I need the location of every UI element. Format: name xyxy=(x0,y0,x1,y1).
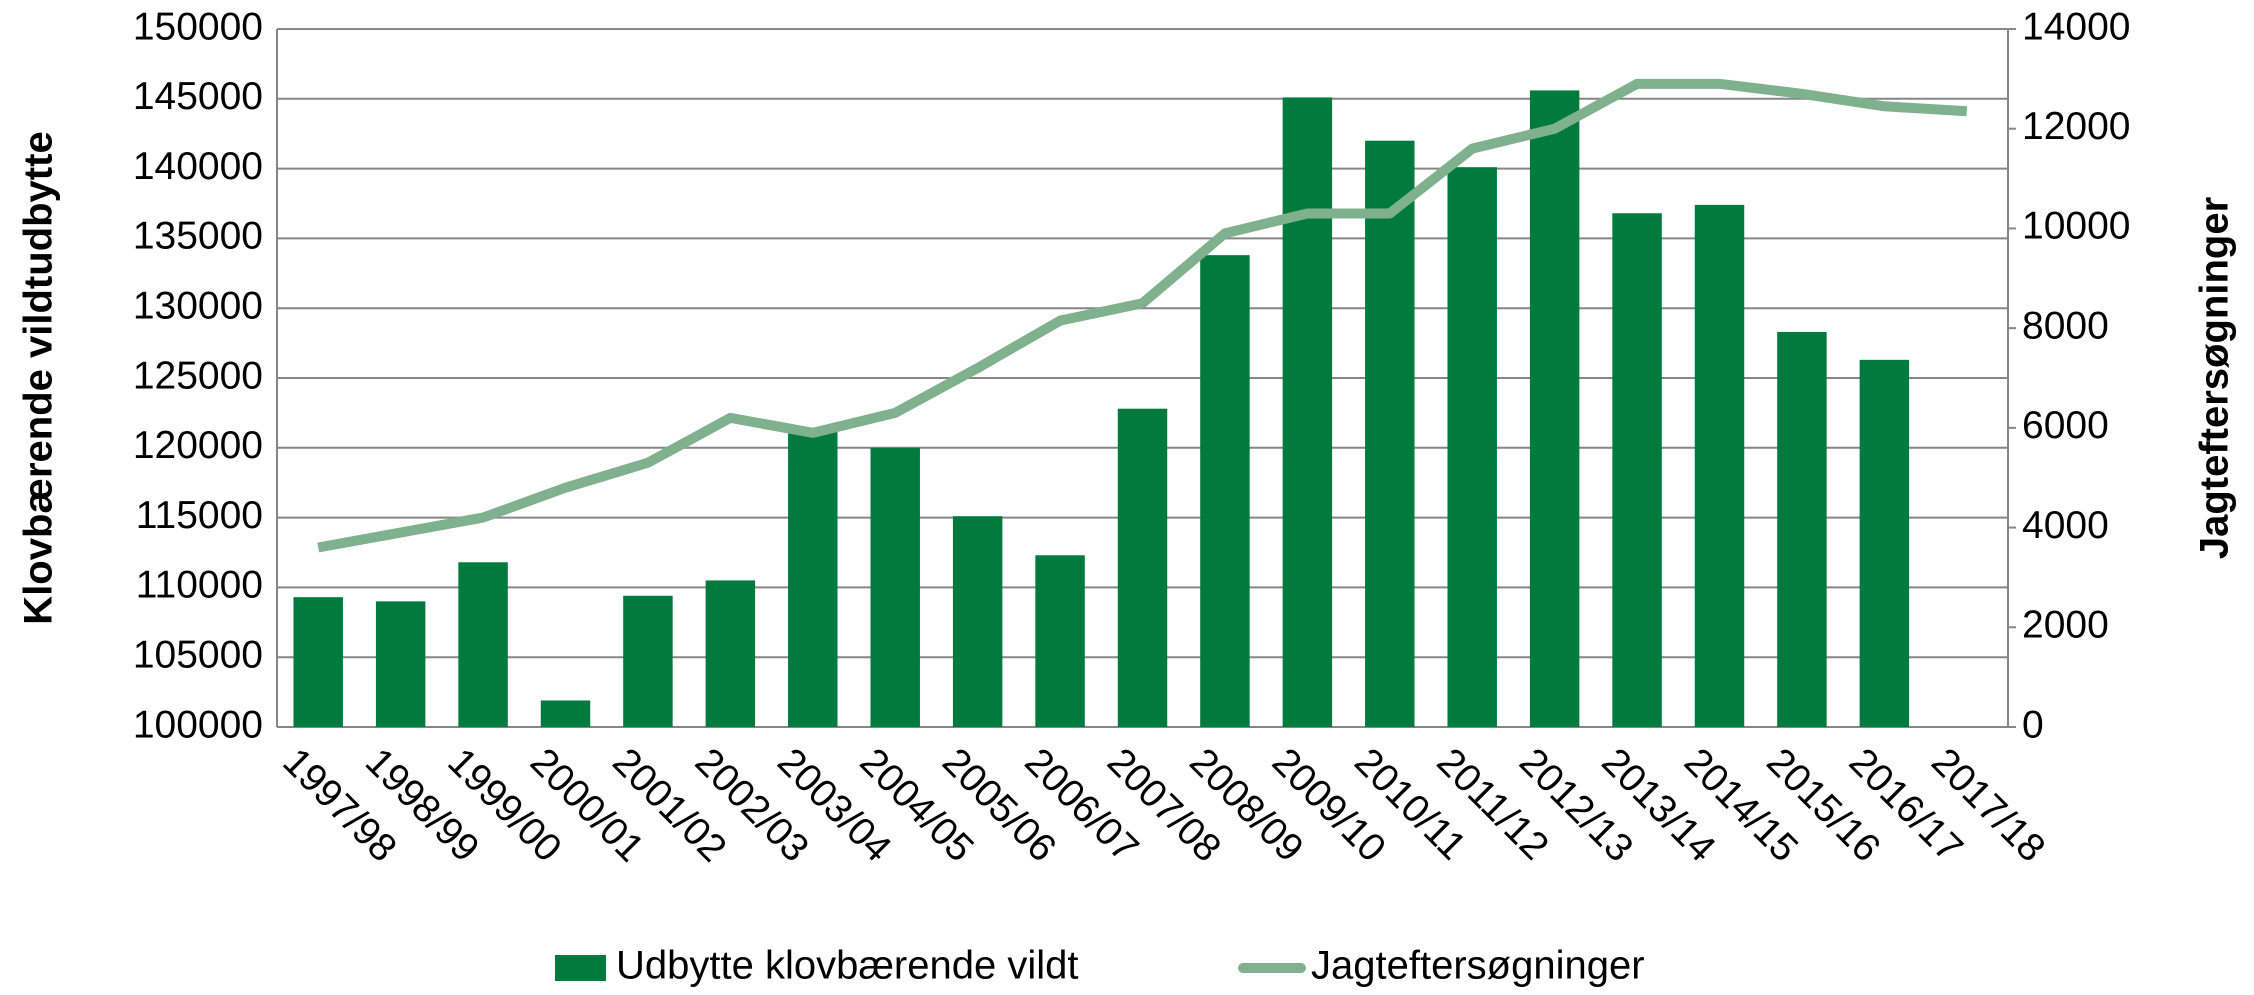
bar xyxy=(1529,90,1580,727)
y-tick-label: 110000 xyxy=(136,564,263,607)
bar xyxy=(952,516,1003,727)
bar xyxy=(375,601,426,727)
y-axis-title: Klovbærende vildtudbytte xyxy=(17,131,61,624)
y-tick-label: 125000 xyxy=(133,354,263,397)
bar xyxy=(1200,255,1250,728)
bar xyxy=(1365,140,1415,727)
y2-tick-label: 0 xyxy=(2022,703,2044,746)
bar xyxy=(788,429,838,727)
y-tick-label: 145000 xyxy=(133,75,263,118)
bar xyxy=(870,447,920,727)
y-tick-label: 150000 xyxy=(133,5,263,48)
bar xyxy=(623,595,673,727)
y2-tick-label: 2000 xyxy=(2022,604,2109,647)
bar xyxy=(1777,331,1827,727)
y2-tick-label: 8000 xyxy=(2022,304,2109,347)
bar xyxy=(1117,408,1168,727)
y-tick-label: 100000 xyxy=(133,703,263,746)
legend-label: Jagteftersøgninger xyxy=(1311,944,1645,988)
y2-axis-title: Jagteftersøgninger xyxy=(2193,197,2237,559)
y-tick-label: 135000 xyxy=(133,215,263,258)
bar xyxy=(540,700,591,727)
bar xyxy=(1612,213,1662,728)
legend-label: Udbytte klovbærende vildt xyxy=(616,944,1078,988)
bar xyxy=(1859,359,1910,727)
bar xyxy=(705,580,756,727)
bar xyxy=(1035,555,1085,727)
y2-tick-label: 14000 xyxy=(2022,5,2130,48)
y2-tick-label: 12000 xyxy=(2022,105,2130,148)
y-tick-label: 105000 xyxy=(133,633,263,676)
bar xyxy=(1282,97,1333,728)
y-tick-label: 115000 xyxy=(136,494,263,537)
y2-tick-label: 6000 xyxy=(2022,404,2109,447)
bar xyxy=(458,562,508,727)
y-tick-label: 140000 xyxy=(133,145,263,188)
y2-tick-label: 4000 xyxy=(2022,504,2109,547)
y-tick-label: 120000 xyxy=(133,424,263,467)
y2-tick-label: 10000 xyxy=(2022,205,2130,248)
legend-swatch xyxy=(555,955,606,981)
bar xyxy=(293,597,343,727)
bar xyxy=(1694,204,1745,727)
line xyxy=(317,78,1968,553)
bar xyxy=(1447,167,1497,728)
y-tick-label: 130000 xyxy=(133,284,263,327)
